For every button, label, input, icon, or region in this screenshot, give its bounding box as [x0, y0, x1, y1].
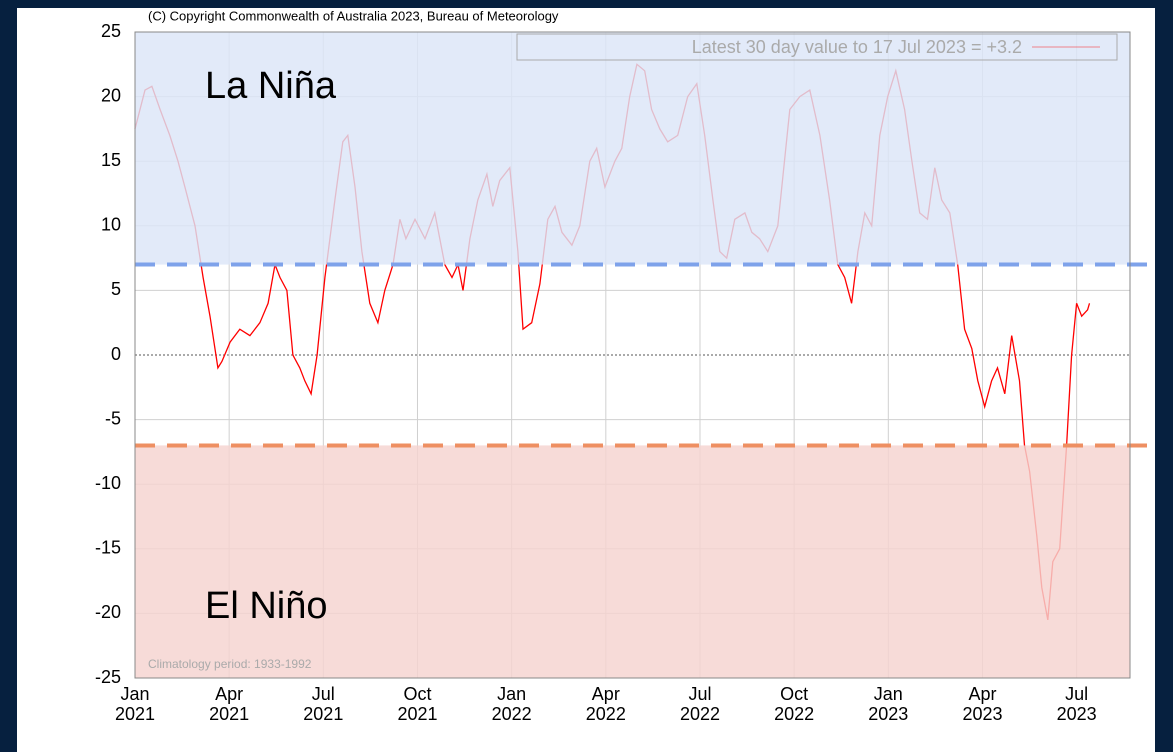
y-tick-label: -5 — [105, 408, 121, 428]
y-tick-label: 0 — [111, 344, 121, 364]
y-tick-label: -15 — [95, 538, 121, 558]
x-tick-label: Apr 2022 — [585, 684, 626, 724]
x-tick-label: Jul 2023 — [1056, 684, 1097, 724]
band-label: La Niña — [205, 65, 337, 107]
y-tick-label: -20 — [95, 602, 121, 622]
plot-frame — [134, 31, 1131, 679]
band — [135, 32, 1130, 265]
legend-label: Latest 30 day value to 17 Jul 2023 = +3.… — [692, 37, 1022, 57]
y-tick-label: 5 — [111, 279, 121, 299]
y-tick-label: 20 — [101, 85, 121, 105]
y-tick-label: 10 — [101, 215, 121, 235]
y-tick-label: 15 — [101, 150, 121, 170]
y-tick-label: 25 — [101, 21, 121, 41]
y-tick-label: -25 — [95, 667, 121, 687]
x-tick-label: Jan 2022 — [491, 684, 532, 724]
x-tick-label: Oct 2021 — [397, 684, 438, 724]
x-tick-label: Apr 2021 — [209, 684, 250, 724]
x-tick-label: Jan 2023 — [868, 684, 909, 724]
subtitle: (C) Copyright Commonwealth of Australia … — [148, 8, 559, 23]
band-label: El Niño — [205, 585, 328, 627]
x-tick-label: Jul 2021 — [303, 684, 344, 724]
x-tick-label: Jul 2022 — [679, 684, 720, 724]
x-tick-label: Oct 2022 — [774, 684, 815, 724]
x-tick-label: Jan 2021 — [114, 684, 156, 724]
x-tick-label: Apr 2023 — [962, 684, 1003, 724]
annotation: Climatology period: 1933-1992 — [148, 657, 312, 671]
y-tick-label: -10 — [95, 473, 121, 493]
legend-box — [516, 33, 1118, 61]
band — [135, 445, 1130, 678]
